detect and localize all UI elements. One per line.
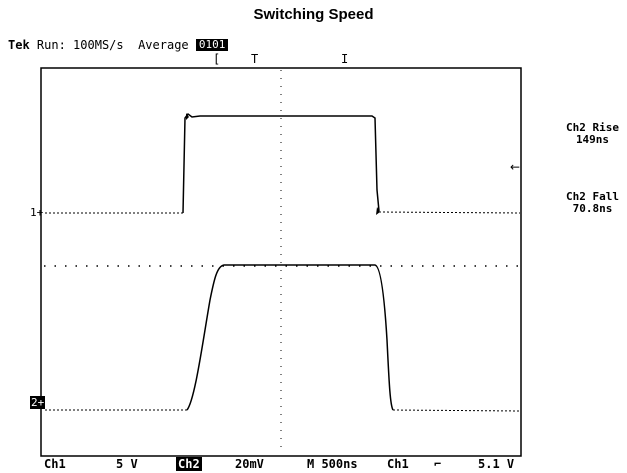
- ch1-label: Ch1: [44, 457, 66, 471]
- ch2-rise-value: 149ns: [575, 133, 610, 146]
- scope-footer: Ch1 5 V Ch2 20mV M 500ns Ch1 ⌐ 5.1 V: [0, 457, 627, 473]
- trigger-position-marker: T: [251, 52, 259, 66]
- ch2-fall-measurement: Ch2 Fall 70.8ns: [566, 191, 619, 215]
- scope-status-line: Tek Run: 100MS/s Average 0101: [8, 38, 229, 52]
- brand-label: Tek: [8, 38, 30, 52]
- timebase: M 500ns: [307, 457, 358, 471]
- ch2-fall-value: 70.8ns: [572, 202, 613, 215]
- trigger-slope-icon: ⌐: [434, 457, 442, 471]
- ch2-waveform: [186, 264, 394, 411]
- trigger-source: Ch1: [387, 457, 409, 471]
- ch2-rise-title: Ch2 Rise: [566, 121, 619, 134]
- ch1-scale: 5 V: [116, 457, 138, 471]
- average-count-badge: 0101: [195, 39, 229, 51]
- ch2-fall-title: Ch2 Fall: [566, 190, 619, 203]
- trigger-level: 5.1 V: [478, 457, 515, 471]
- ch2-baseline-right: [392, 409, 521, 412]
- ch2-ground-marker: 2+: [30, 396, 46, 409]
- acquisition-mode: Average: [138, 38, 189, 52]
- graticule-border: [40, 67, 522, 457]
- plot-title: Switching Speed: [253, 6, 374, 23]
- cursor-end-marker: I: [341, 52, 349, 66]
- ch2-rise-measurement: Ch2 Rise 149ns: [566, 122, 619, 146]
- trigger-level-arrow-icon: ←: [510, 160, 521, 174]
- ch1-ground-marker: 1+: [30, 206, 44, 219]
- ch1-undershoot-mark: [376, 207, 380, 215]
- ch1-overshoot-mark: [186, 113, 189, 120]
- ch1-baseline-right: [378, 211, 521, 214]
- ch2-label: Ch2: [176, 457, 202, 471]
- cursor-bracket-marker: [: [213, 52, 221, 66]
- ch2-scale: 20mV: [235, 457, 264, 471]
- run-mode: Run: 100MS/s: [36, 38, 124, 52]
